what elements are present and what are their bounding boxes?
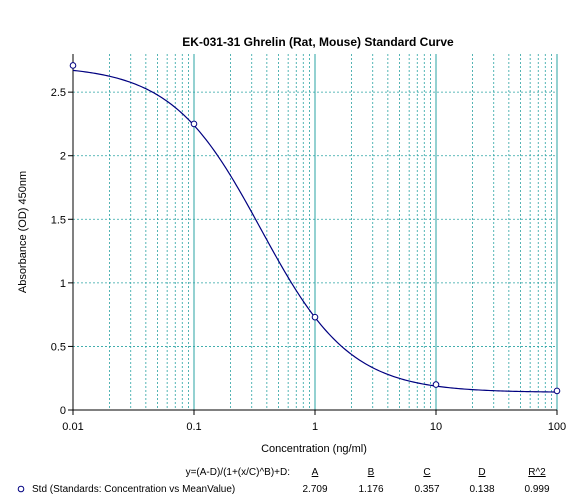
fit-header-d: D (478, 467, 485, 478)
y-tick-label: 1 (60, 278, 66, 290)
data-point (432, 381, 440, 388)
x-tick-label: 100 (548, 421, 566, 433)
y-tick-label: 2.5 (51, 87, 66, 99)
data-point (311, 313, 319, 321)
y-tick-label: 2 (60, 151, 66, 163)
x-tick-label: 0.1 (186, 421, 201, 433)
x-tick-label: 0.01 (62, 421, 83, 433)
x-axis-label: Concentration (ng/ml) (261, 443, 367, 455)
y-axis-label: Absorbance (OD) 450nm (17, 171, 29, 293)
y-tick-label: 0 (60, 405, 66, 417)
y-tick-label: 1.5 (51, 214, 66, 226)
axes (68, 54, 558, 415)
legend-marker-icon (17, 485, 25, 493)
data-point (553, 387, 561, 395)
fit-equation: y=(A-D)/(1+(x/C)^B)+D: (186, 467, 290, 478)
y-tick-label: 0.5 (51, 341, 66, 353)
fit-header-r2: R^2 (528, 467, 546, 478)
fit-value-r2: 0.999 (524, 484, 549, 495)
fit-value-c: 0.357 (414, 484, 439, 495)
grid-lines (72, 54, 558, 411)
chart-title: EK-031-31 Ghrelin (Rat, Mouse) Standard … (182, 35, 454, 49)
data-points (69, 62, 561, 395)
fit-header-b: B (368, 467, 375, 478)
tick-labels: 0 0.5 1 1.5 2 2.5 0.01 0.1 1 10 100 (51, 87, 566, 433)
fit-value-d: 0.138 (469, 484, 494, 495)
x-tick-label: 1 (312, 421, 318, 433)
x-tick-label: 10 (430, 421, 442, 433)
fit-value-a: 2.709 (302, 484, 327, 495)
fit-header-a: A (312, 467, 319, 478)
fit-legend: y=(A-D)/(1+(x/C)^B)+D: A B C D R^2 Std (… (17, 467, 550, 495)
data-point (190, 120, 198, 128)
fit-value-b: 1.176 (358, 484, 383, 495)
fit-header-c: C (423, 467, 430, 478)
data-point (69, 62, 77, 69)
legend-series-label: Std (Standards: Concentration vs MeanVal… (32, 484, 235, 495)
